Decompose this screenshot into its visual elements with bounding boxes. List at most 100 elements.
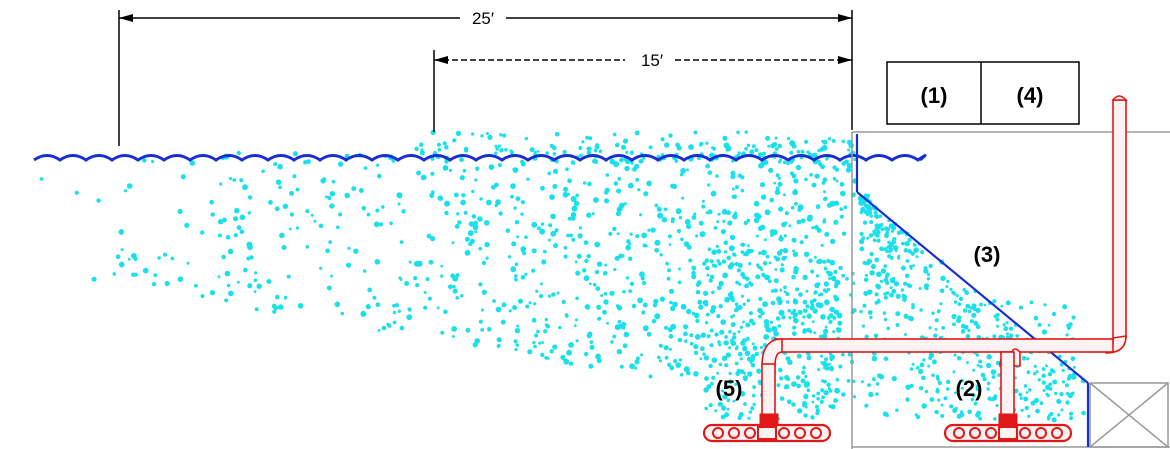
bubble xyxy=(628,289,632,293)
bubble xyxy=(918,287,922,290)
bubble xyxy=(444,200,451,207)
bubble xyxy=(331,179,336,184)
bubble xyxy=(762,151,766,156)
bubble xyxy=(905,384,911,390)
bubble xyxy=(834,387,840,394)
bubble xyxy=(828,352,832,356)
bubble xyxy=(704,302,709,307)
bubble xyxy=(864,334,869,339)
bubble xyxy=(612,226,617,232)
bubble xyxy=(598,149,603,153)
bubble xyxy=(949,404,954,409)
bubble xyxy=(647,228,651,232)
callout-2: (2) xyxy=(956,376,983,401)
bubble xyxy=(706,384,712,390)
bubble xyxy=(711,357,718,364)
bubble xyxy=(946,379,951,385)
bubble xyxy=(983,303,987,307)
bubble xyxy=(447,284,453,290)
bubble xyxy=(822,328,829,334)
bubble xyxy=(832,330,836,334)
bubble xyxy=(606,321,609,325)
bubble xyxy=(874,292,879,297)
bubble xyxy=(716,386,721,391)
bubble xyxy=(840,190,846,197)
bubble xyxy=(781,222,787,228)
bubble xyxy=(872,229,876,234)
bubble xyxy=(39,177,44,181)
bubble xyxy=(658,359,663,363)
bubble xyxy=(869,220,874,225)
bubble xyxy=(613,267,617,272)
bubble xyxy=(816,227,822,233)
bubble xyxy=(1019,396,1023,400)
bubble xyxy=(389,221,393,226)
bubble xyxy=(639,271,645,278)
bubble xyxy=(593,148,598,153)
bubble xyxy=(514,277,518,282)
bubble xyxy=(686,308,692,315)
bubble xyxy=(820,243,824,247)
bubble xyxy=(481,260,487,266)
bubble xyxy=(671,217,675,222)
bubble xyxy=(884,274,889,279)
bubble xyxy=(684,339,688,343)
bubble xyxy=(651,318,657,324)
bubble xyxy=(734,347,739,351)
bubble xyxy=(815,204,821,210)
bubble xyxy=(609,290,615,296)
bubble xyxy=(860,380,864,384)
bubble xyxy=(540,352,545,357)
bubble xyxy=(236,150,241,156)
bubble xyxy=(513,339,518,344)
bubble xyxy=(815,404,819,409)
bubble xyxy=(824,325,828,329)
bubble xyxy=(785,300,790,304)
bubble xyxy=(226,283,231,288)
bubble xyxy=(743,220,748,226)
bubble xyxy=(747,371,753,377)
bubble xyxy=(679,373,684,377)
bubble xyxy=(500,319,506,325)
bubble xyxy=(705,312,710,317)
bubble xyxy=(951,313,957,320)
header-pipe xyxy=(774,338,1114,353)
bubble xyxy=(882,411,889,417)
bubble xyxy=(697,299,703,305)
bubble xyxy=(870,263,877,270)
bubble xyxy=(516,324,520,328)
bubble xyxy=(495,306,502,313)
bubble xyxy=(828,313,834,319)
bubble xyxy=(177,276,184,283)
bubble xyxy=(940,275,946,281)
bubble xyxy=(460,199,466,206)
bubble xyxy=(874,227,878,231)
bubble xyxy=(929,397,935,402)
bubble xyxy=(1028,388,1032,392)
bubble xyxy=(911,362,915,366)
bubble xyxy=(787,137,791,141)
bubble xyxy=(967,409,972,415)
bubble xyxy=(545,324,551,329)
bubble xyxy=(693,350,699,355)
bubble xyxy=(597,316,602,321)
bubble xyxy=(914,413,918,417)
bubble xyxy=(593,197,599,203)
bubble xyxy=(531,268,536,273)
bubble xyxy=(890,229,895,233)
bubble xyxy=(819,399,824,404)
bubble xyxy=(853,395,857,399)
bubble xyxy=(773,181,777,185)
bubble xyxy=(746,248,752,255)
bubble xyxy=(724,363,729,368)
bubble xyxy=(428,259,434,265)
bubble xyxy=(126,183,133,189)
bubble xyxy=(442,141,447,146)
bubble xyxy=(336,225,340,230)
bubble xyxy=(841,161,847,166)
bubble xyxy=(600,294,604,297)
bubble xyxy=(823,190,826,194)
bubble xyxy=(660,137,665,142)
bubble xyxy=(804,139,809,144)
bubble xyxy=(310,213,314,217)
